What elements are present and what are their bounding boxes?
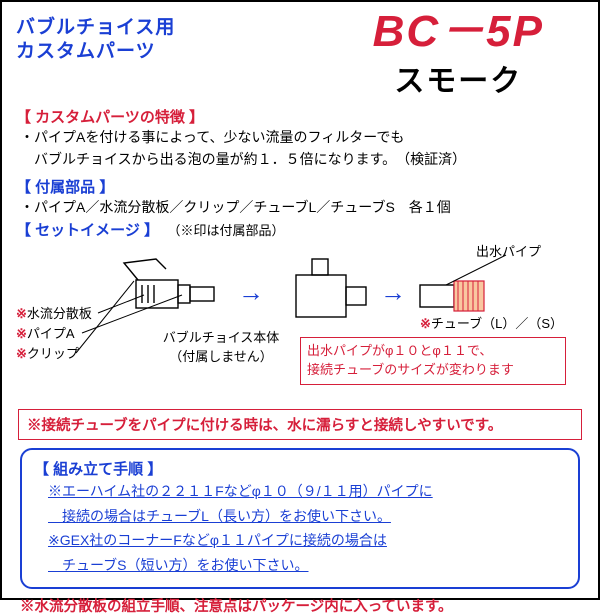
arrow-icon: →	[380, 277, 406, 308]
assembly-line1: ※エーハイム社の２２１１Fなどφ１０（９/１１用）パイプに	[48, 483, 433, 499]
arrow-icon: →	[238, 277, 264, 308]
star-icon: ※	[16, 326, 27, 341]
parts-heading: 【 付属部品 】	[16, 176, 584, 197]
label-body: バブルチョイス本体 （付属しません）	[146, 327, 296, 365]
assembly-line4: チューブS（短い方）をお使い下さい。	[48, 557, 309, 573]
diagram: ※水流分散板 ※パイプA ※クリップ → → バブルチョイス本体 （付属しません…	[16, 245, 584, 405]
size-note-line1: 出水パイプがφ１０とφ１１で、	[307, 343, 492, 358]
star-icon: ※	[16, 306, 27, 321]
header-sub-line2: カスタムパーツ	[16, 41, 156, 62]
model-code: BC－5P	[373, 10, 544, 54]
header-title-block: BC－5P スモーク	[373, 10, 544, 100]
features-line2: バブルチョイスから出る泡の量が約１．５倍になります。 （検証済）	[20, 151, 466, 167]
assembly-line3: ※GEX社のコーナーFなどφ１１パイプに接続の場合は	[48, 532, 387, 548]
header-sub-line1: バブルチョイス用	[16, 17, 175, 38]
assembly-body: ※エーハイム社の２２１１Fなどφ１０（９/１１用）パイプに 接続の場合はチューブ…	[48, 479, 566, 577]
label-pipeA: ※パイプA	[16, 323, 75, 342]
header: バブルチョイス用 カスタムパーツ BC－5P スモーク	[16, 10, 584, 100]
star-icon: ※	[420, 316, 431, 331]
label-tube: ※チューブ（L）／（S）	[420, 313, 563, 332]
setimage-heading-row: 【 セットイメージ 】 （※印は付属部品）	[16, 219, 584, 241]
label-plate: ※水流分散板	[16, 303, 92, 322]
features-text: ・パイプAを付ける事によって、少ない流量のフィルターでも バブルチョイスから出る…	[20, 127, 584, 170]
star-icon: ※	[16, 346, 27, 361]
parts-line: ・パイプA／水流分散板／クリップ／チューブL／チューブS 各１個	[20, 197, 584, 219]
header-subtitle: バブルチョイス用 カスタムパーツ	[16, 16, 175, 64]
assembly-line2: 接続の場合はチューブL（長い方）をお使い下さい。	[48, 508, 391, 524]
features-heading: 【 カスタムパーツの特徴 】	[16, 106, 584, 127]
assembly-box: 【 組み立て手順 】 ※エーハイム社の２２１１Fなどφ１０（９/１１用）パイプに…	[20, 448, 580, 589]
setimage-note: （※印は付属部品）	[168, 223, 285, 238]
page-root: バブルチョイス用 カスタムパーツ BC－5P スモーク 【 カスタムパーツの特徴…	[0, 0, 600, 600]
wet-note: ※接続チューブをパイプに付ける時は、水に濡らすと接続しやすいです。	[18, 409, 582, 440]
label-outpipe: 出水パイプ	[476, 241, 541, 260]
footer-note: ※水流分散板の組立手順、注意点はパッケージ内に入っています。	[20, 595, 584, 616]
size-note-box: 出水パイプがφ１０とφ１１で、 接続チューブのサイズが変わります	[300, 337, 566, 385]
features-line1: ・パイプAを付ける事によって、少ない流量のフィルターでも	[20, 129, 404, 145]
model-variant: スモーク	[373, 56, 544, 100]
setimage-heading: 【 セットイメージ 】	[16, 222, 159, 239]
assembly-title: 【 組み立て手順 】	[34, 458, 566, 479]
size-note-line2: 接続チューブのサイズが変わります	[307, 362, 514, 377]
label-clip: ※クリップ	[16, 343, 79, 362]
